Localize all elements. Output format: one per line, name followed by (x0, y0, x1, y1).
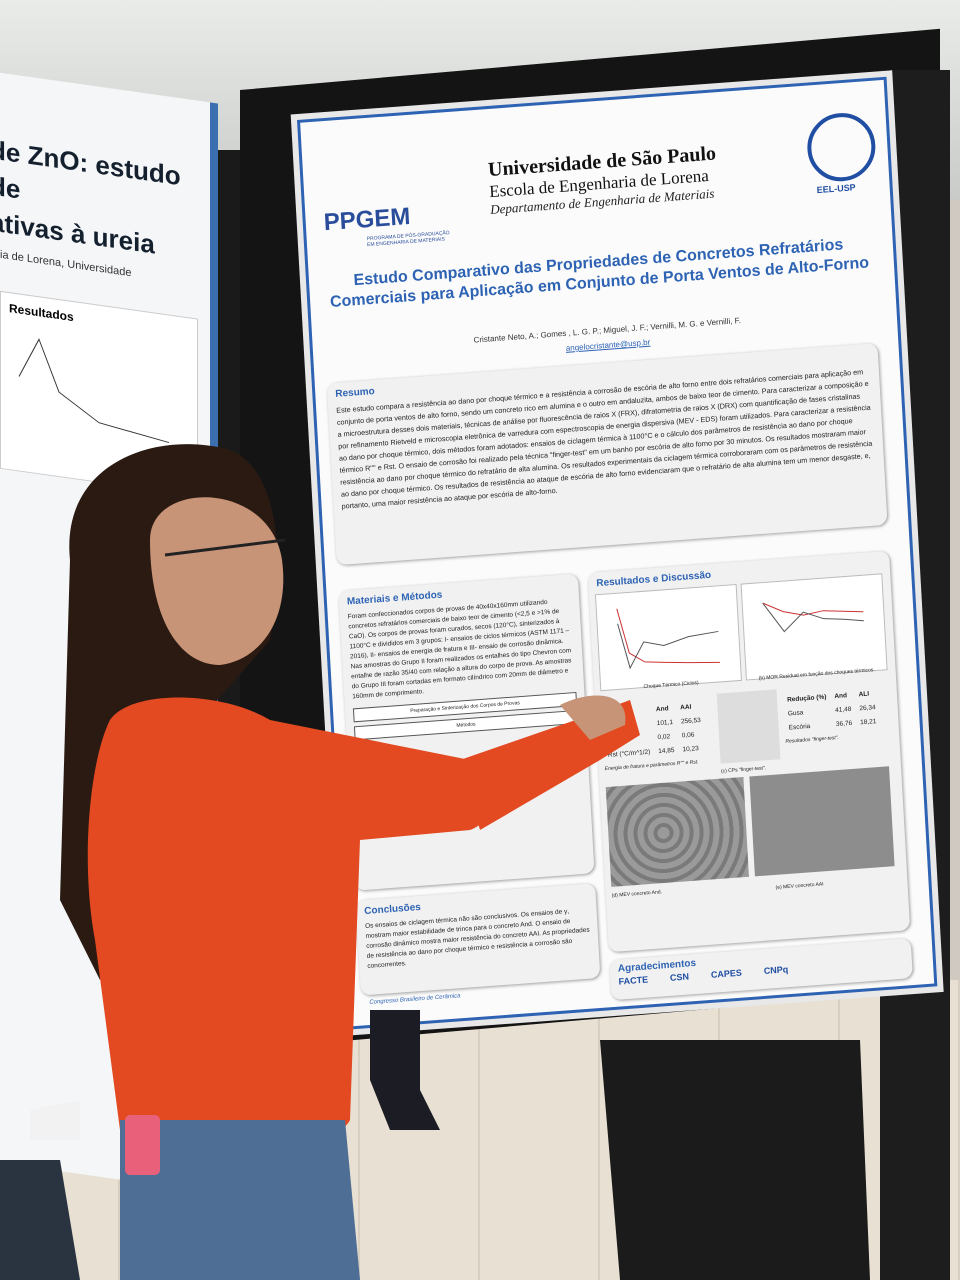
jeans (120, 1120, 360, 1280)
hand (560, 695, 626, 740)
glasses (164, 538, 286, 557)
curve (18, 338, 170, 444)
tissue (30, 1100, 80, 1140)
plot-area (762, 602, 864, 633)
plot: Choque Térmico (Ciclos) (594, 583, 742, 692)
series-line (762, 602, 864, 633)
sweater (87, 697, 493, 1156)
series-line (762, 602, 864, 616)
plot-area (616, 608, 720, 670)
side-poster: de ZnO: estudo de ativas à ureia ia de L… (0, 70, 218, 1194)
person-background (370, 1010, 440, 1130)
face (150, 497, 284, 665)
phone (125, 1115, 160, 1175)
series-line (616, 608, 720, 664)
series-line (617, 623, 719, 670)
person-background (600, 1040, 870, 1280)
poster: PPGEM PROGRAMA DE PÓS-GRADUAÇÃO EM ENGEN… (297, 76, 938, 1030)
plot: (b) MOR Residual em função dos choques t… (740, 573, 888, 682)
results-box: Resultados e Discussão Choque Térmico (C… (587, 550, 911, 953)
person-background (0, 1160, 80, 1280)
